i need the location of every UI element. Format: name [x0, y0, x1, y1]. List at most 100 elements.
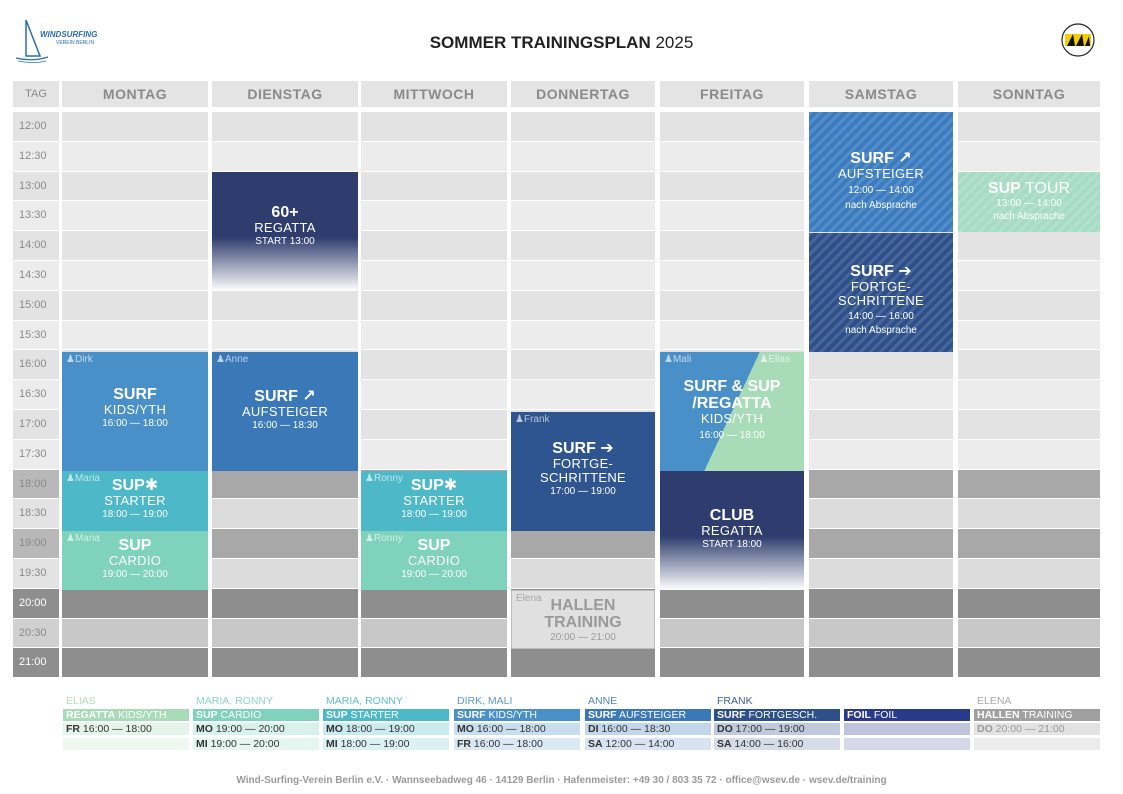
event-subtitle: KIDS/YTH: [103, 402, 167, 417]
legend-trainer: ELIAS: [63, 695, 189, 707]
legend-category-part: SURF: [457, 709, 486, 721]
event-sa-surf-fortgeschrittene[interactable]: SURF ➔ FORTGE- SCHRITTENE 14:00 — 16:00 …: [809, 233, 953, 352]
legend-category: SUP CARDIO: [193, 709, 319, 721]
grid-cell: [511, 171, 655, 201]
grid-cell: [660, 171, 804, 201]
event-title: SUP: [417, 537, 451, 554]
event-fr-club-regatta[interactable]: CLUB REGATTA START 18:00: [660, 471, 804, 590]
grid-cell: [809, 410, 953, 439]
legend-slot-1-part: DI: [588, 723, 599, 735]
legend-slot-2-part: FR: [457, 738, 471, 750]
legend-slot-2-part: 16:00 — 18:00: [473, 738, 543, 750]
event-sa-surf-aufsteiger[interactable]: SURF ↗ AUFSTEIGER 12:00 — 14:00 nach Abs…: [809, 112, 953, 232]
grid-cell: [660, 201, 804, 231]
legend-category-part: REGATTA: [66, 709, 116, 721]
legend-slot-1: DO 17:00 — 19:00: [714, 723, 840, 735]
trainer-label: ♟Anne: [216, 354, 249, 365]
grid-cell: [660, 648, 804, 678]
time-label: 14:00: [13, 231, 59, 260]
legend-slot-2-part: SA: [717, 738, 732, 750]
grid-cell: [958, 469, 1100, 499]
grid-cell: [958, 141, 1100, 171]
legend-category: SURF KIDS/YTH: [454, 709, 580, 721]
grid-cell: [809, 588, 953, 618]
legend-trainer-part: DIRK, MALI: [457, 695, 513, 707]
grid-cell: [212, 618, 358, 648]
legend-slot-1: MO 19:00 — 20:00: [193, 723, 319, 735]
legend-category-part: SUP: [326, 709, 348, 721]
time-label: 20:30: [13, 618, 59, 648]
legend-category-part: HALLEN: [977, 709, 1020, 721]
legend-category-part: SURF: [588, 709, 617, 721]
event-time: 20:00 — 21:00: [550, 632, 616, 643]
time-label: 14:30: [13, 261, 59, 290]
grid-cell: [62, 112, 208, 141]
event-so-sup-tour[interactable]: SUP TOUR 13:00 — 14:00 nach Absprache: [958, 172, 1100, 232]
event-title: SUP✱: [111, 477, 159, 494]
time-label: 15:00: [13, 290, 59, 320]
legend-slot-2: [844, 738, 970, 750]
legend-slot-1: DO 20:00 — 21:00: [974, 723, 1100, 735]
grid-cell: [958, 648, 1100, 678]
event-subtitle: CARDIO: [108, 553, 162, 568]
event-time: START 13:00: [255, 236, 315, 247]
legend-trainer: ELENA: [974, 695, 1100, 707]
event-mi-sup-starter[interactable]: ♟Ronny SUP✱ STARTER 18:00 — 19:00: [361, 471, 507, 531]
event-di-surf-aufsteiger[interactable]: ♟Anne SURF ↗ AUFSTEIGER 16:00 — 18:30: [212, 352, 358, 471]
event-title: SURF ➔: [552, 440, 614, 457]
grid-cell: [511, 320, 655, 350]
event-do-hallen-training[interactable]: Elena HALLEN TRAINING 20:00 — 21:00: [511, 590, 655, 649]
page-title: SOMMER TRAININGSPLAN 2025: [0, 33, 1123, 53]
event-title: 60+: [271, 204, 299, 221]
grid-cell: [660, 320, 804, 350]
grid-cell: [958, 618, 1100, 648]
day-header-mittwoch: MITTWOCH: [361, 81, 507, 107]
grid-cell: [361, 410, 507, 439]
grid-cell: [361, 201, 507, 231]
trainer-label: ♟Maria: [66, 533, 100, 544]
legend-slot-1-part: MO: [196, 723, 213, 735]
event-mo-sup-cardio[interactable]: ♟Maria SUP CARDIO 19:00 — 20:00: [62, 531, 208, 590]
event-subtitle: STARTER: [403, 493, 465, 508]
legend-category: SURF FORTGESCH.: [714, 709, 840, 721]
trainer-label: ♟Ronny: [365, 533, 403, 544]
legend-trainer-part: ANNE: [588, 695, 618, 707]
grid-cell: [958, 261, 1100, 290]
grid-cell: [212, 141, 358, 171]
grid-cell: [212, 499, 358, 529]
event-subtitle: REGATTA: [254, 220, 316, 235]
time-label: 12:30: [13, 141, 59, 171]
event-time: START 18:00: [702, 539, 762, 550]
grid-cell: [511, 201, 655, 231]
legend-trainer-part: ELENA: [977, 695, 1012, 707]
legend-slot-2: [63, 738, 189, 750]
grid-cell: [809, 499, 953, 529]
day-header-dienstag: DIENSTAG: [212, 81, 358, 107]
time-label: 20:00: [13, 588, 59, 618]
event-fr-surf-sup-regatta[interactable]: ♟Mali ♟Elias SURF & SUP /REGATTA KIDS/YT…: [660, 352, 804, 471]
legend-slot-2-part: 12:00 — 14:00: [605, 738, 675, 750]
event-mi-sup-cardio[interactable]: ♟Ronny SUP CARDIO 19:00 — 20:00: [361, 531, 507, 590]
legend-slot-2: SA 14:00 — 16:00: [714, 738, 840, 750]
event-di-60-regatta[interactable]: 60+ REGATTA START 13:00: [212, 172, 358, 291]
event-do-surf-fortgeschrittene[interactable]: ♟Frank SURF ➔ FORTGE- SCHRITTENE 17:00 —…: [511, 412, 655, 531]
event-title: CLUB: [709, 507, 755, 524]
grid-cell: [212, 290, 358, 320]
event-subtitle: AUFSTEIGER: [837, 166, 925, 181]
event-time: 12:00 — 14:00: [848, 185, 914, 196]
time-label: 16:30: [13, 380, 59, 409]
event-title-b: TRAINING: [544, 614, 622, 631]
grid-cell: [62, 231, 208, 260]
grid-cell: [62, 588, 208, 618]
time-label: 19:00: [13, 529, 59, 558]
legend-category-part: KIDS/YTH: [118, 709, 167, 721]
event-mo-surf-kids[interactable]: ♟Dirk SURF KIDS/YTH 16:00 — 18:00: [62, 352, 208, 471]
legend-slot-1-part: MO: [457, 723, 474, 735]
title-year: 2025: [655, 33, 694, 52]
legend-trainer: FRANK: [714, 695, 840, 707]
grid-cell: [809, 350, 953, 380]
event-mo-sup-starter[interactable]: ♟Maria SUP✱ STARTER 18:00 — 19:00: [62, 471, 208, 531]
legend-slot-1: FR 16:00 — 18:00: [63, 723, 189, 735]
grid-cell: [212, 320, 358, 350]
grid-cell: [511, 141, 655, 171]
